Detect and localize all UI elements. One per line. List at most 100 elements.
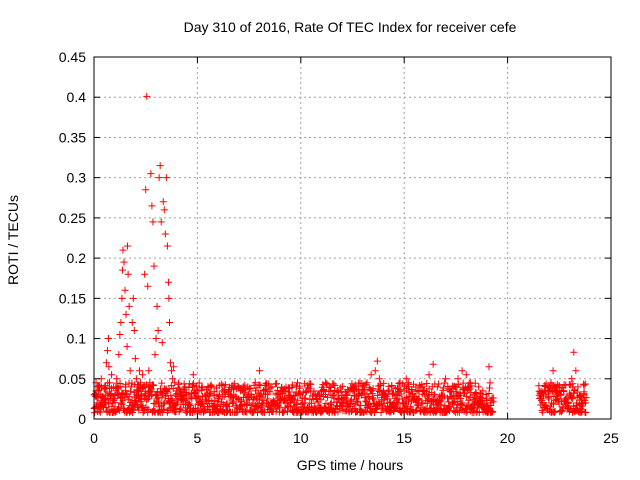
data-point [384, 395, 392, 403]
data-point [144, 282, 152, 290]
y-tick-label: 0.15 [59, 290, 86, 306]
data-point [91, 404, 99, 412]
data-point [431, 390, 439, 398]
data-point [122, 310, 130, 318]
y-tick-label: 0.2 [67, 250, 87, 266]
data-point [152, 335, 160, 343]
data-point [168, 367, 176, 375]
data-point [129, 294, 137, 302]
data-point [359, 383, 367, 391]
data-point [144, 405, 152, 413]
data-point [322, 399, 330, 407]
data-point [334, 408, 342, 416]
data-point [134, 395, 142, 403]
data-point [570, 348, 578, 356]
data-point [423, 399, 431, 407]
data-point [173, 387, 181, 395]
data-point [128, 379, 136, 387]
data-point [128, 409, 136, 417]
data-point [486, 379, 494, 387]
data-point [130, 327, 138, 335]
data-point [578, 407, 586, 415]
data-point [290, 392, 298, 400]
data-point [400, 387, 408, 395]
data-point [566, 391, 574, 399]
data-point [377, 409, 385, 417]
data-point [380, 399, 388, 407]
data-point [373, 357, 381, 365]
data-point [436, 401, 444, 409]
data-point [160, 206, 168, 214]
data-point [396, 386, 404, 394]
data-point [138, 391, 146, 399]
data-point [186, 402, 194, 410]
data-point [181, 383, 189, 391]
data-point [112, 387, 120, 395]
data-point [118, 294, 126, 302]
data-point [185, 391, 193, 399]
data-point [104, 335, 112, 343]
data-point [206, 389, 214, 397]
data-point [339, 382, 347, 390]
y-tick-label: 0.1 [67, 331, 87, 347]
data-point [582, 408, 590, 416]
data-point [133, 387, 141, 395]
data-point [429, 360, 437, 368]
data-point [174, 399, 182, 407]
data-point [317, 408, 325, 416]
data-point [458, 367, 466, 375]
data-point [396, 379, 404, 387]
x-tick-label: 20 [500, 430, 516, 446]
x-tick-label: 10 [293, 430, 309, 446]
data-point [194, 393, 202, 401]
data-point [142, 186, 150, 194]
data-point [206, 403, 214, 411]
data-point [226, 391, 234, 399]
data-point [265, 380, 273, 388]
data-point [446, 387, 454, 395]
data-point [342, 391, 350, 399]
data-point [255, 367, 263, 375]
data-point [417, 383, 425, 391]
data-point [539, 408, 547, 416]
data-point [149, 218, 157, 226]
data-point [241, 381, 249, 389]
data-point [441, 379, 449, 387]
data-point [247, 391, 255, 399]
data-point [580, 381, 588, 389]
data-point [242, 400, 250, 408]
data-point [488, 407, 496, 415]
data-point [551, 383, 559, 391]
data-point [95, 407, 103, 415]
data-point [454, 375, 462, 383]
data-point [139, 402, 147, 410]
data-point [371, 367, 379, 375]
data-point [158, 339, 166, 347]
data-point [334, 395, 342, 403]
data-point [376, 400, 384, 408]
data-point [351, 387, 359, 395]
data-point [163, 242, 171, 250]
data-point [393, 391, 401, 399]
data-point [555, 382, 563, 390]
data-point [295, 384, 303, 392]
data-point [164, 278, 172, 286]
data-point [404, 379, 412, 387]
data-point [159, 198, 167, 206]
data-point [442, 375, 450, 383]
data-point [482, 390, 490, 398]
data-point [317, 387, 325, 395]
data-point [122, 381, 130, 389]
y-axis-label: ROTI / TECUs [5, 195, 21, 285]
data-point [545, 395, 553, 403]
data-point [93, 399, 101, 407]
data-point [169, 385, 177, 393]
data-point [249, 396, 257, 404]
data-point [158, 394, 166, 402]
data-point [117, 318, 125, 326]
data-point [229, 400, 237, 408]
data-point [580, 391, 588, 399]
data-point [485, 363, 493, 371]
data-point [135, 367, 143, 375]
